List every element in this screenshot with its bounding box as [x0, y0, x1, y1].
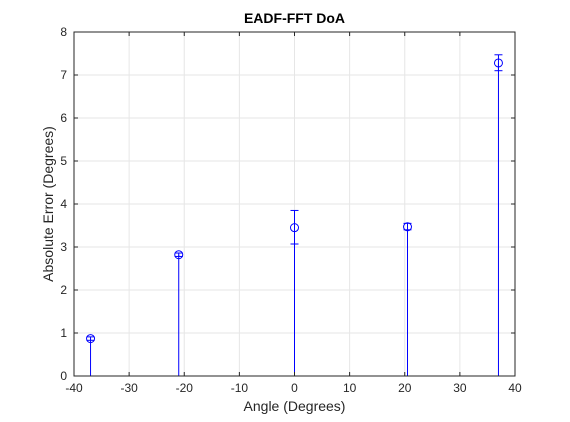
x-tick-label: -40 — [65, 381, 83, 395]
data-point-marker — [290, 223, 299, 233]
data-point-marker — [174, 250, 184, 260]
x-tick-label: 20 — [398, 381, 412, 395]
x-tick-label: 0 — [291, 381, 298, 395]
x-tick-label: -30 — [120, 381, 138, 395]
x-axis-label: Angle (Degrees) — [244, 398, 346, 414]
y-tick-label: 2 — [60, 283, 67, 297]
data-point-marker — [86, 334, 96, 344]
data-point-marker — [403, 222, 413, 232]
x-tick-label: -10 — [231, 381, 249, 395]
y-tick-label: 3 — [60, 240, 67, 254]
y-tick-label: 5 — [60, 154, 67, 168]
data-point-marker — [493, 58, 503, 68]
x-tick-label: 40 — [508, 381, 522, 395]
y-tick-label: 7 — [60, 68, 67, 82]
y-tick-label: 4 — [60, 197, 67, 211]
y-tick-label: 0 — [60, 369, 67, 383]
x-tick-label: -20 — [176, 381, 194, 395]
y-axis-label: Absolute Error (Degrees) — [40, 126, 56, 282]
axis-ticks: -40 -30 -20 -10 0 10 20 30 40 0 1 2 3 4 5 6 7 8 — [60, 25, 522, 395]
y-tick-label: 1 — [60, 326, 67, 340]
y-tick-label: 6 — [60, 111, 67, 125]
chart-title: EADF-FFT DoA — [244, 10, 345, 26]
data-stems — [86, 54, 503, 376]
x-tick-label: 30 — [453, 381, 467, 395]
y-tick-label: 8 — [60, 25, 67, 39]
x-tick-label: 10 — [343, 381, 357, 395]
